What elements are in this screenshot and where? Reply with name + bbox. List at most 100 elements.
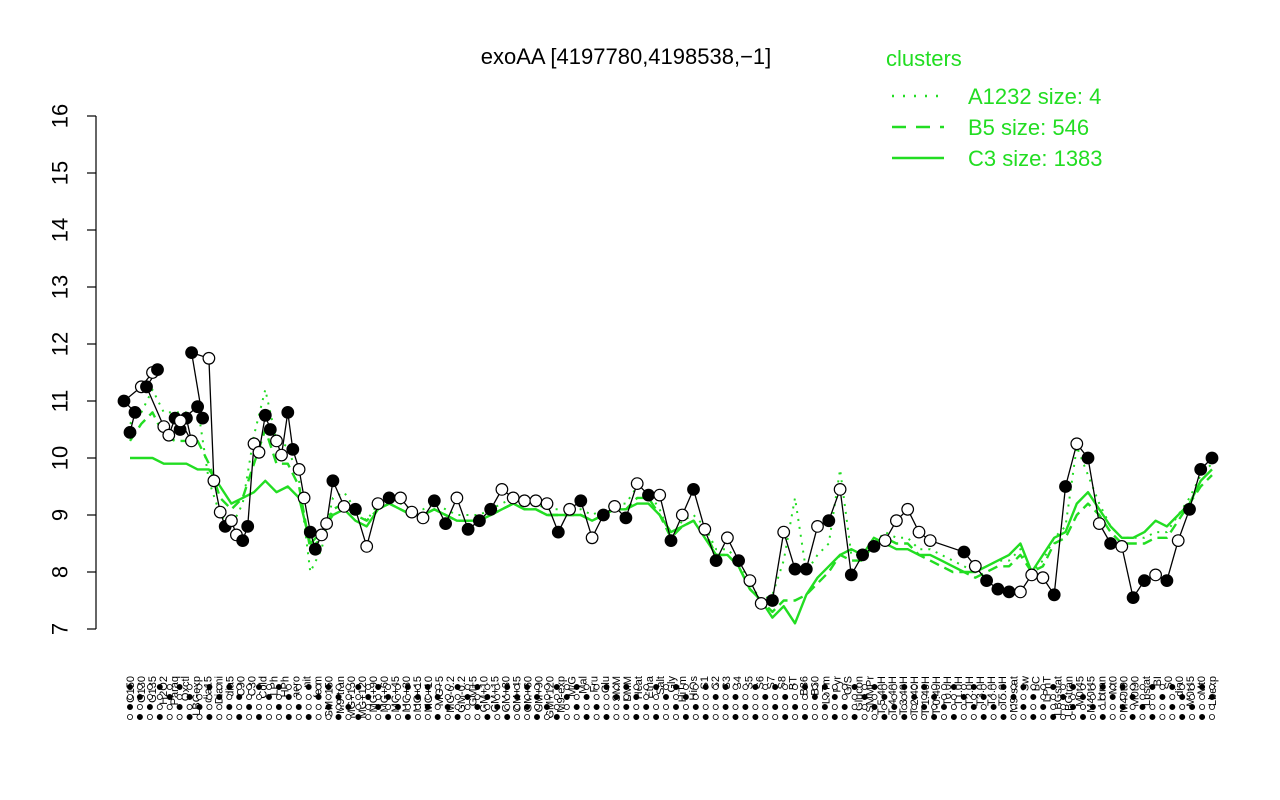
sample-marker	[1070, 684, 1077, 691]
data-point	[326, 474, 340, 488]
sample-marker	[176, 684, 183, 691]
sample-marker	[226, 714, 233, 721]
sample-marker	[385, 684, 392, 691]
sample-marker	[186, 704, 193, 711]
data-point	[258, 408, 272, 422]
sample-marker	[851, 714, 858, 721]
sample-marker	[1060, 704, 1067, 711]
sample-marker	[1089, 714, 1096, 721]
sample-marker	[1000, 684, 1007, 691]
sample-marker	[424, 714, 431, 721]
sample-marker	[534, 704, 541, 711]
sample-marker	[226, 704, 233, 711]
sample-marker	[1149, 704, 1156, 711]
data-point	[416, 511, 430, 525]
sample-marker	[335, 704, 342, 711]
sample-marker	[762, 714, 769, 721]
data-point	[151, 363, 164, 377]
sample-marker	[1169, 684, 1176, 691]
sample-marker	[186, 714, 193, 721]
sample-marker	[643, 714, 650, 721]
sample-marker	[464, 694, 471, 701]
sample-marker	[1159, 714, 1166, 721]
sample-marker	[950, 704, 957, 711]
data-point	[1092, 517, 1106, 530]
sample-marker	[970, 684, 977, 691]
sample-marker	[553, 704, 560, 711]
sample-marker	[732, 684, 739, 691]
sample-marker	[1179, 714, 1186, 721]
sample-marker	[1179, 704, 1186, 711]
data-point	[117, 394, 131, 408]
sample-marker	[980, 694, 987, 701]
sample-marker	[623, 714, 630, 721]
sample-marker	[593, 694, 600, 701]
legend-entry-label: B5 size: 546	[968, 115, 1089, 140]
sample-marker	[950, 714, 957, 721]
sample-marker	[494, 714, 501, 721]
sample-marker	[295, 714, 302, 721]
sample-marker	[166, 704, 173, 711]
sample-marker	[802, 704, 809, 711]
sample-marker	[593, 704, 600, 711]
data-point	[473, 514, 486, 528]
data-point	[484, 502, 498, 516]
sample-marker	[1030, 684, 1037, 691]
sample-marker	[931, 694, 938, 701]
sample-marker	[246, 694, 253, 701]
sample-marker	[1209, 684, 1216, 691]
sample-marker	[1099, 714, 1106, 721]
sample-marker	[375, 694, 382, 701]
sample-marker	[1050, 684, 1057, 691]
axes: 7 8 9 10 11 12 13 14 15 16	[48, 104, 97, 635]
sample-marker	[325, 694, 332, 701]
sample-marker	[563, 704, 570, 711]
sample-marker	[553, 684, 560, 691]
sample-marker	[911, 714, 918, 721]
sample-marker	[1149, 684, 1156, 691]
sample-marker	[345, 694, 352, 701]
sample-marker	[1119, 714, 1126, 721]
sample-marker	[1109, 704, 1116, 711]
sample-marker	[931, 704, 938, 711]
data-point	[687, 483, 700, 496]
sample-marker	[365, 704, 372, 711]
data-point	[890, 514, 903, 528]
sample-marker	[226, 684, 233, 691]
sample-marker	[692, 694, 699, 701]
sample-marker	[1010, 694, 1017, 701]
sample-marker	[633, 694, 640, 701]
data-point	[315, 528, 329, 542]
sample-marker	[792, 704, 799, 711]
sample-marker	[871, 704, 878, 711]
sample-marker	[494, 684, 501, 691]
sample-marker	[831, 714, 838, 721]
sample-marker	[156, 714, 163, 721]
sample-marker	[673, 684, 680, 691]
data-point	[439, 517, 453, 530]
sample-marker	[246, 714, 253, 721]
sample-marker	[216, 684, 223, 691]
sample-marker	[355, 694, 362, 701]
sample-marker	[504, 684, 511, 691]
sample-marker	[712, 704, 719, 711]
sample-marker	[265, 684, 272, 691]
sample-marker	[593, 714, 600, 721]
sample-marker	[1070, 704, 1077, 711]
sample-marker	[255, 694, 262, 701]
sample-marker	[265, 694, 272, 701]
data-point	[405, 505, 419, 519]
sample-marker	[275, 684, 282, 691]
sample-marker	[921, 694, 928, 701]
sample-marker	[623, 684, 630, 691]
sample-marker	[643, 684, 650, 691]
data-point	[123, 426, 137, 439]
sample-marker	[166, 684, 173, 691]
sample-marker	[623, 694, 630, 701]
sample-marker	[950, 694, 957, 701]
sample-marker	[553, 714, 560, 721]
sample-marker	[236, 714, 243, 721]
sample-marker	[434, 714, 441, 721]
sample-marker	[752, 694, 759, 701]
